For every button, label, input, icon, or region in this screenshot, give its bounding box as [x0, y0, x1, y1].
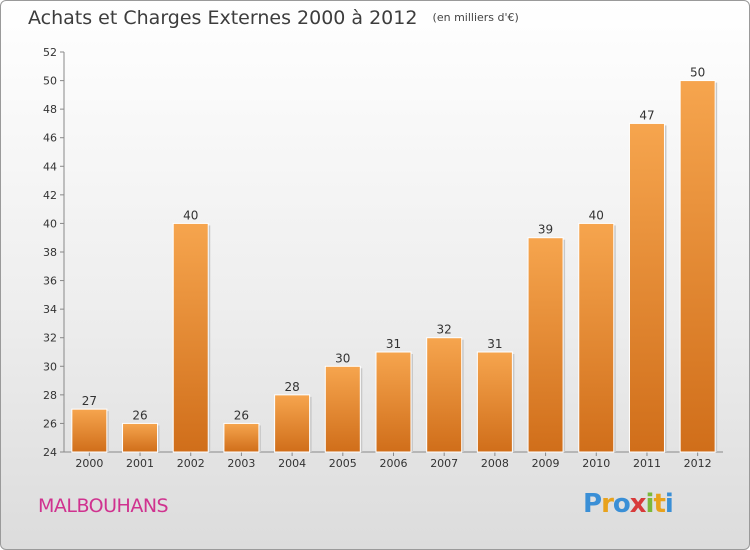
proxiti-logo: Proxiti: [583, 489, 674, 519]
y-tick-label: 30: [43, 360, 57, 373]
bar-2003: [223, 422, 260, 453]
bar-2008: [476, 351, 513, 453]
x-tick-label: 2006: [380, 457, 408, 470]
data-label: 47: [639, 108, 654, 122]
y-tick-label: 34: [43, 303, 57, 316]
x-tick-label: 2011: [633, 457, 661, 470]
bar-2001: [122, 422, 159, 453]
data-label: 32: [437, 323, 452, 337]
y-tick-label: 32: [43, 332, 57, 345]
bar-2012: [679, 80, 716, 453]
data-label: 39: [538, 223, 553, 237]
data-label: 28: [284, 380, 299, 394]
x-tick-label: 2002: [177, 457, 205, 470]
x-tick-label: 2009: [532, 457, 560, 470]
logo-letter: o: [612, 489, 631, 519]
bar-2011: [628, 122, 665, 453]
x-tick-label: 2012: [684, 457, 712, 470]
data-label: 31: [487, 337, 502, 351]
bar-2010: [578, 222, 615, 453]
y-tick-label: 40: [43, 217, 57, 230]
y-tick-label: 42: [43, 189, 57, 202]
bar-2009: [527, 237, 564, 453]
data-label: 30: [335, 351, 350, 365]
logo-letter: P: [583, 489, 602, 519]
logo-letter: i: [664, 489, 674, 519]
data-label: 26: [234, 408, 249, 422]
y-tick-label: 44: [43, 160, 57, 173]
x-tick-label: 2005: [329, 457, 357, 470]
logo-letter: r: [601, 489, 614, 519]
bar-2006: [375, 351, 412, 453]
y-tick-label: 50: [43, 75, 57, 88]
data-label: 50: [690, 66, 705, 80]
y-tick-label: 28: [43, 389, 57, 402]
bar-2004: [274, 394, 311, 453]
x-tick-label: 2007: [430, 457, 458, 470]
x-tick-label: 2000: [75, 457, 103, 470]
bar-2000: [71, 408, 108, 453]
logo-letter: t: [653, 489, 665, 519]
x-tick-label: 2001: [126, 457, 154, 470]
y-tick-label: 38: [43, 246, 57, 259]
x-tick-label: 2008: [481, 457, 509, 470]
x-tick-label: 2003: [227, 457, 255, 470]
data-label: 26: [132, 408, 147, 422]
bar-2005: [324, 365, 361, 453]
bar-2007: [426, 337, 463, 453]
y-tick-label: 26: [43, 417, 57, 430]
y-tick-label: 52: [43, 46, 57, 59]
data-label: 40: [589, 208, 604, 222]
data-label: 31: [386, 337, 401, 351]
town-name: MALBOUHANS: [38, 495, 169, 517]
y-tick-label: 46: [43, 132, 57, 145]
y-tick-label: 36: [43, 275, 57, 288]
x-tick-label: 2010: [582, 457, 610, 470]
logo-letter: i: [645, 489, 655, 519]
y-tick-label: 48: [43, 103, 57, 116]
chart-title: Achats et Charges Externes 2000 à 2012: [28, 7, 418, 29]
chart-subtitle: (en milliers d'€): [432, 11, 519, 24]
y-tick-label: 24: [43, 446, 57, 459]
logo-letter: x: [629, 489, 647, 519]
title-row: Achats et Charges Externes 2000 à 2012 (…: [28, 7, 519, 29]
data-label: 27: [82, 394, 97, 408]
x-tick-label: 2004: [278, 457, 306, 470]
data-label: 40: [183, 208, 198, 222]
bar-2002: [172, 222, 209, 453]
